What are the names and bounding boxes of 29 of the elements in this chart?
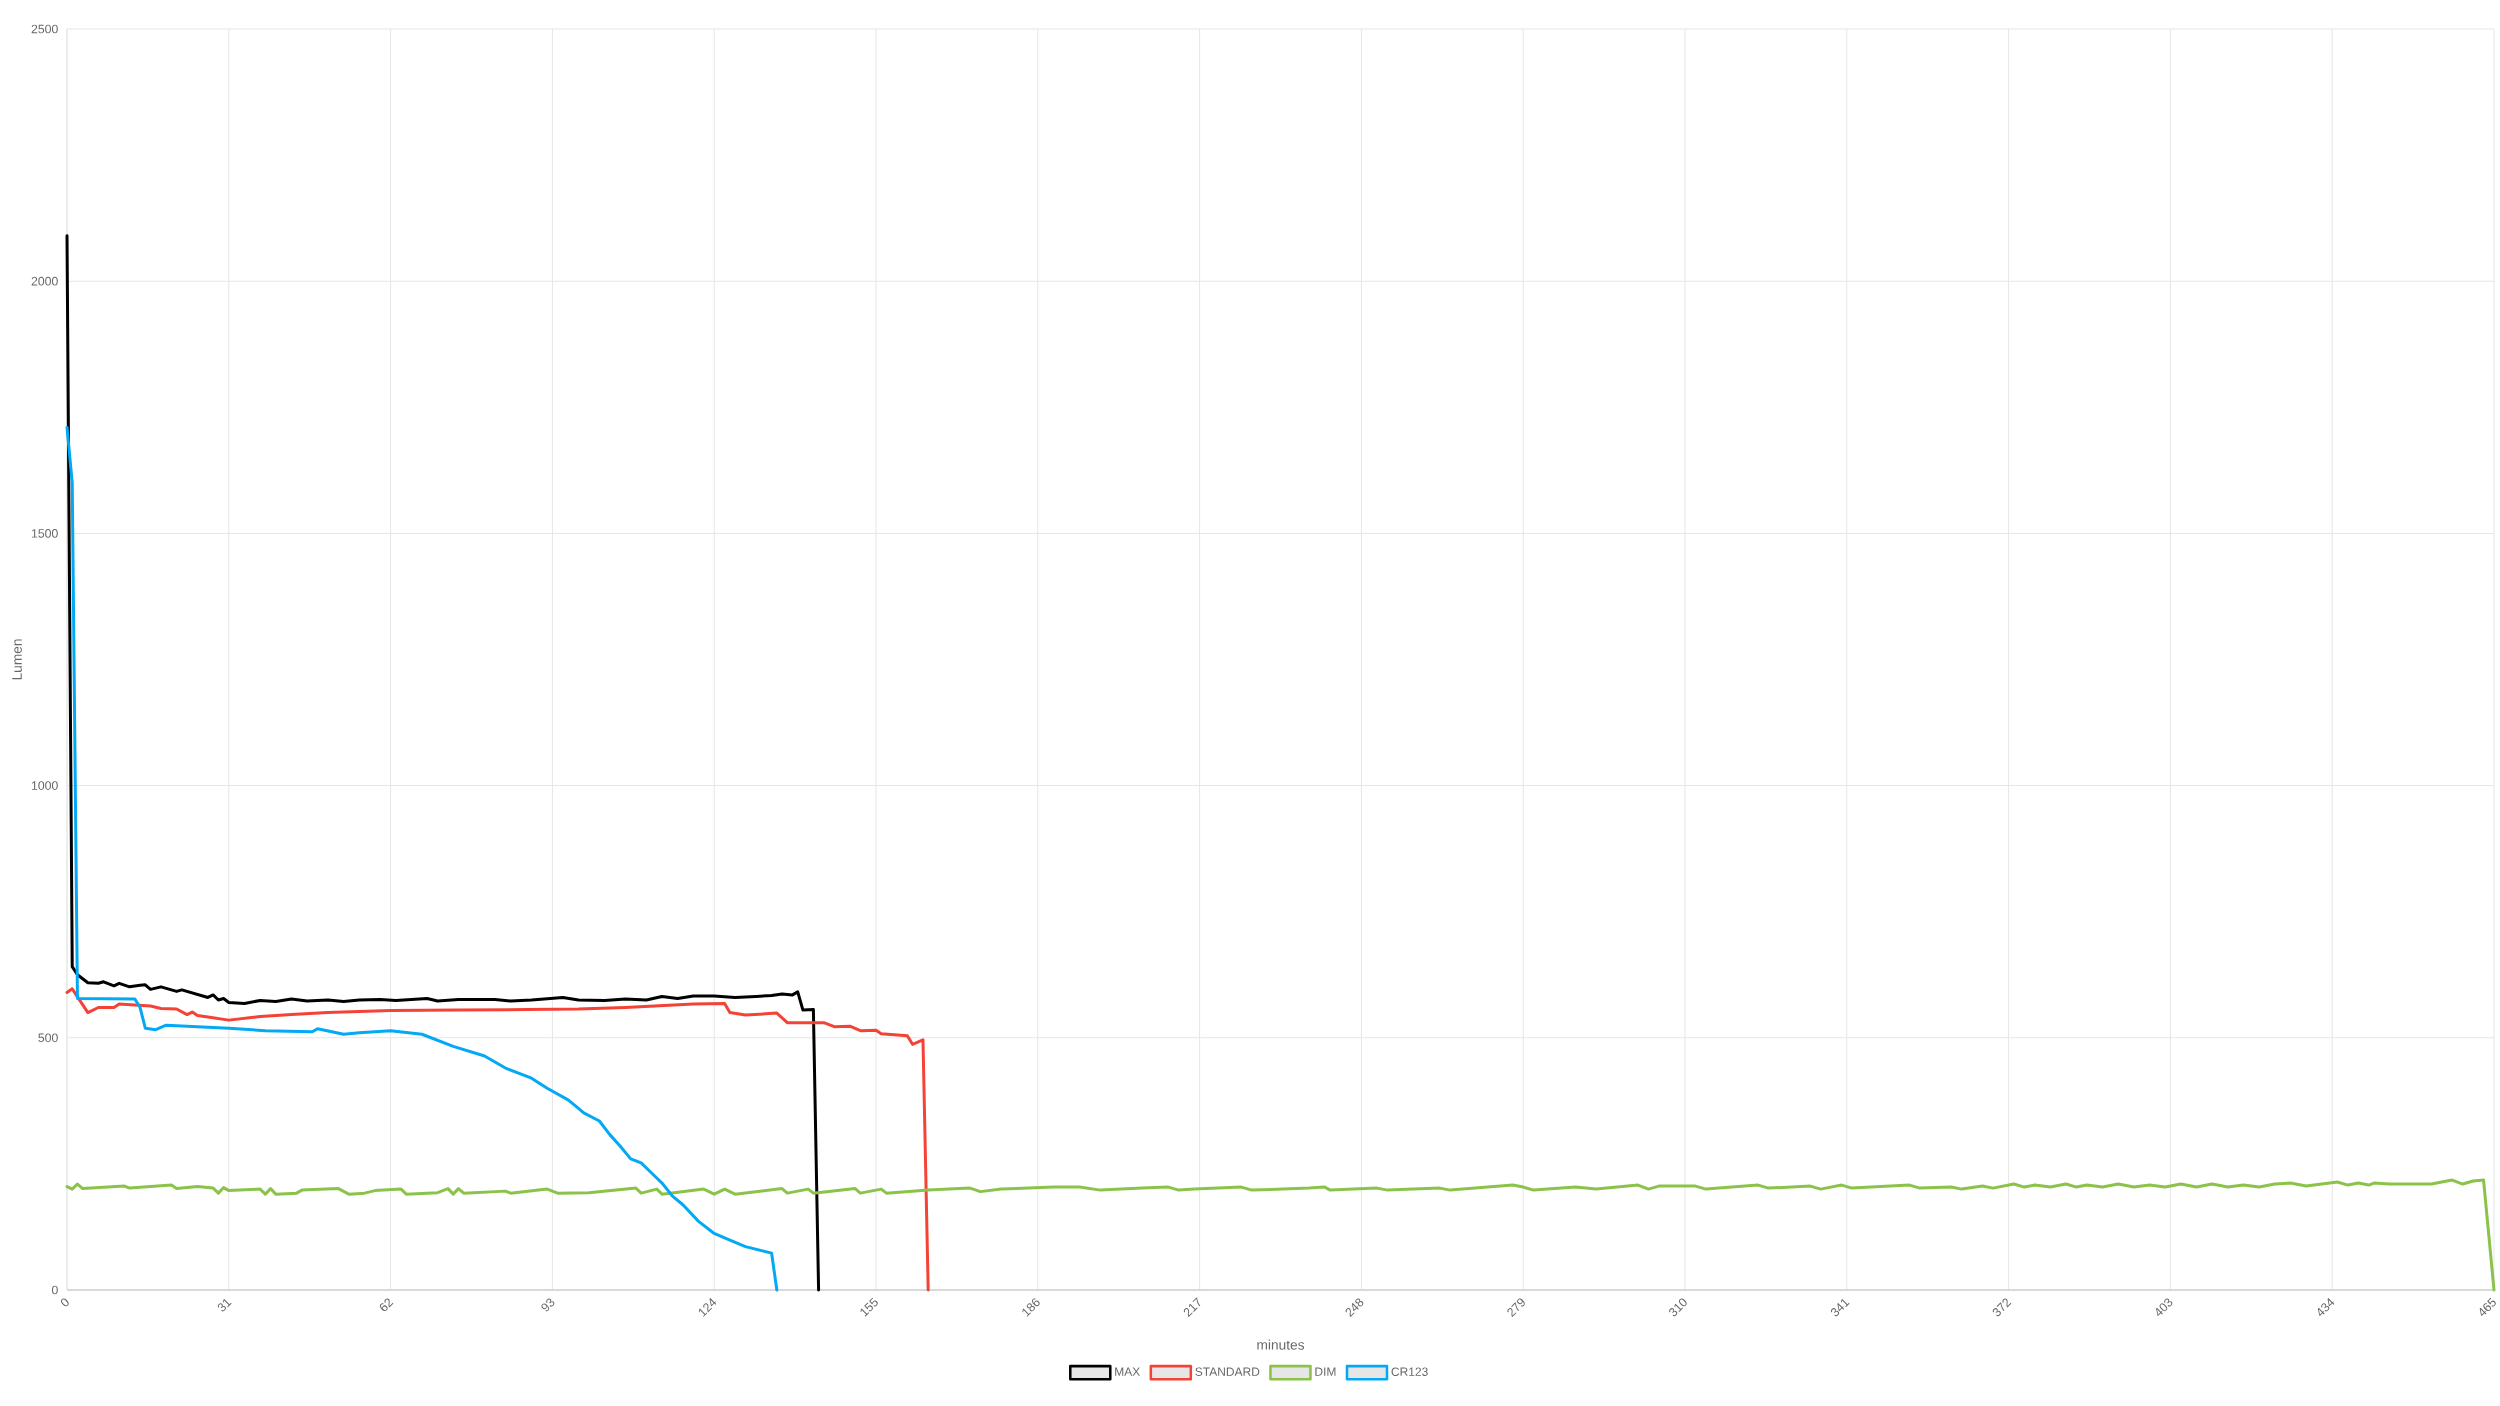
legend-label: MAX: [1115, 1367, 1140, 1376]
x-tick-label: 62: [379, 1298, 394, 1312]
x-tick-label: 217: [1183, 1297, 1201, 1318]
x-tick-label: 248: [1345, 1298, 1364, 1318]
x-tick-label: 155: [860, 1297, 878, 1317]
x-tick-label: 93: [541, 1298, 555, 1312]
x-tick-label: 403: [2156, 1298, 2173, 1316]
legend-label: STANDARD: [1195, 1367, 1260, 1376]
y-tick-label: 0: [51, 1285, 58, 1295]
x-tick-label: 186: [1022, 1298, 1040, 1317]
x-tick-label: 372: [1992, 1298, 2012, 1317]
x-tick-label: 434: [2317, 1298, 2335, 1316]
legend-label: DIM: [1315, 1367, 1336, 1376]
x-tick-label: 124: [698, 1298, 717, 1317]
x-tick-label: 310: [1669, 1298, 1687, 1317]
y-tick-label: 500: [38, 1033, 58, 1043]
line-series: [65, 425, 779, 1292]
x-tick-label: 279: [1507, 1298, 1525, 1318]
y-tick-label: 2500: [31, 24, 58, 34]
x-tick-label: 31: [217, 1298, 232, 1312]
x-tick-label: 465: [2479, 1297, 2496, 1316]
y-axis-title: Lumen: [12, 639, 22, 680]
y-tick-label: 2000: [31, 276, 58, 286]
x-axis-title: minutes: [1257, 1339, 1305, 1350]
y-tick-label: 1500: [31, 529, 58, 538]
y-tick-label: 1000: [31, 781, 58, 790]
x-tick-label: 341: [1830, 1298, 1850, 1317]
legend-label: CR123: [1391, 1367, 1428, 1376]
x-tick-label: 0: [60, 1298, 69, 1307]
